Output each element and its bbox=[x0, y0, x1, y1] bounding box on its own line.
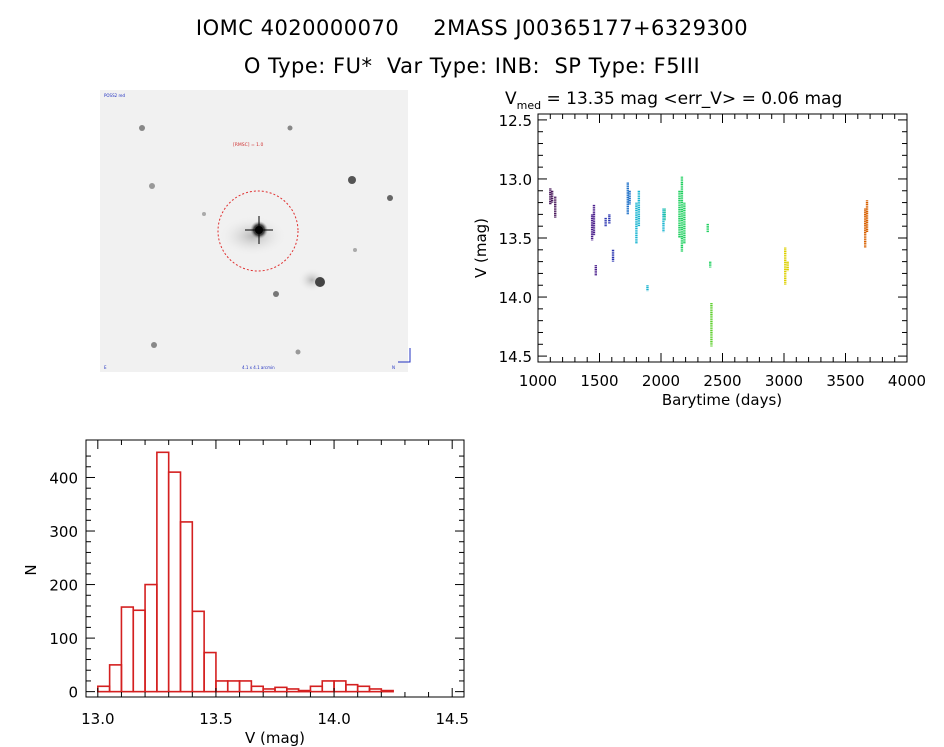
histogram-y-label: N bbox=[22, 564, 40, 575]
light-curve-y-tick-label: 12.5 bbox=[499, 112, 532, 130]
light-curve-x-tick-label: 2500 bbox=[703, 372, 741, 390]
histogram-bar bbox=[250, 685, 264, 693]
histogram-bar bbox=[97, 685, 111, 693]
aperture-circle bbox=[217, 190, 299, 272]
image-label-top-left: POSS2 red bbox=[104, 93, 125, 98]
histogram-y-tick-label: 400 bbox=[49, 469, 78, 487]
light-curve-title-values: = 13.35 mag <err_V> = 0.06 mag bbox=[541, 89, 842, 109]
mass-id: 2MASS J00365177+6329300 bbox=[433, 16, 749, 40]
histogram-bar bbox=[345, 683, 359, 693]
histogram-bar bbox=[191, 610, 205, 693]
histogram-bar bbox=[333, 680, 347, 693]
compass-arrow bbox=[398, 348, 411, 363]
histogram-plot-area bbox=[85, 439, 465, 698]
light-curve-x-tick-label: 3000 bbox=[765, 372, 803, 390]
chart-title-ids: IOMC 4020000070 2MASS J00365177+6329300 bbox=[0, 16, 944, 40]
histogram-y-tick-label: 100 bbox=[49, 630, 78, 648]
histogram-bar bbox=[309, 685, 324, 693]
light-curve-x-label: Barytime (days) bbox=[662, 391, 782, 409]
light-curve-x-tick-label: 2000 bbox=[642, 372, 680, 390]
histogram-y-tick-label: 300 bbox=[49, 523, 78, 541]
histogram-bar bbox=[297, 689, 312, 693]
star bbox=[348, 176, 356, 184]
light-curve-x-tick-label: 4000 bbox=[888, 372, 926, 390]
star bbox=[353, 248, 357, 252]
light-curve-title-subscript: med bbox=[517, 99, 541, 112]
star bbox=[202, 212, 206, 216]
chart-title-types: O Type: FU* Var Type: INB: SP Type: F5II… bbox=[243, 54, 701, 78]
star bbox=[139, 125, 145, 131]
histogram-x-tick-label: 13.5 bbox=[199, 710, 232, 728]
histogram-bar bbox=[132, 609, 146, 693]
histogram-bar bbox=[262, 688, 276, 693]
histogram-x-label: V (mag) bbox=[245, 729, 305, 747]
iomc-id: IOMC 4020000070 bbox=[195, 16, 400, 40]
svg-text:Vmed = 13.35 mag <err_V> = 0.0: Vmed = 13.35 mag <err_V> = 0.06 mag bbox=[505, 89, 842, 112]
histogram-bar bbox=[226, 680, 241, 693]
light-curve-y-label: V (mag) bbox=[472, 218, 490, 278]
star bbox=[287, 125, 293, 131]
image-label-bottom-left: E bbox=[104, 365, 107, 370]
histogram-y-tick-label: 200 bbox=[49, 577, 78, 595]
histogram-bar bbox=[156, 451, 170, 693]
light-curve-x-tick-label: 1500 bbox=[580, 372, 618, 390]
histogram-bar bbox=[179, 521, 194, 693]
light-curve-x-tick-label: 3500 bbox=[826, 372, 864, 390]
star bbox=[315, 277, 325, 287]
histogram-bar bbox=[368, 688, 383, 693]
histogram-bar bbox=[108, 664, 123, 693]
histogram-x-tick-label: 14.5 bbox=[435, 710, 468, 728]
star bbox=[273, 291, 279, 297]
histogram-x-tick-label: 14.0 bbox=[317, 710, 350, 728]
histogram-bar bbox=[286, 688, 300, 693]
star bbox=[151, 342, 157, 348]
light-curve-y-tick-label: 14.5 bbox=[499, 348, 532, 366]
light-curve-title-v: V bbox=[505, 89, 517, 109]
star bbox=[295, 349, 301, 355]
light-curve-title: Vmed = 13.35 mag <err_V> = 0.06 mag bbox=[505, 89, 842, 112]
image-label-bottom-right: N bbox=[392, 365, 395, 370]
histogram-y-tick-label: 0 bbox=[68, 684, 78, 702]
histogram-bar bbox=[167, 471, 182, 693]
histogram-bar bbox=[215, 680, 229, 693]
light-curve-y-tick-label: 14.0 bbox=[499, 289, 532, 307]
light-curve-x-tick-label: 1000 bbox=[519, 372, 557, 390]
light-curve-y-tick-label: 13.0 bbox=[499, 171, 532, 189]
histogram-bar bbox=[203, 651, 217, 693]
histogram-bar bbox=[380, 689, 394, 693]
histogram-bar bbox=[356, 685, 371, 693]
histogram-bar bbox=[321, 680, 335, 693]
histogram-bar bbox=[274, 686, 288, 693]
histogram-bar bbox=[238, 680, 253, 693]
histogram-x-tick-label: 13.0 bbox=[81, 710, 114, 728]
image-label-center: [RMSC] = 1.0 bbox=[233, 142, 263, 148]
histogram-bar bbox=[144, 583, 158, 693]
histogram-bar bbox=[120, 606, 135, 693]
light-curve-y-tick-label: 13.5 bbox=[499, 230, 532, 248]
image-label-bottom-center: 4.1 x 4.1 arcmin bbox=[242, 365, 275, 370]
star bbox=[149, 183, 155, 189]
star bbox=[387, 195, 393, 201]
